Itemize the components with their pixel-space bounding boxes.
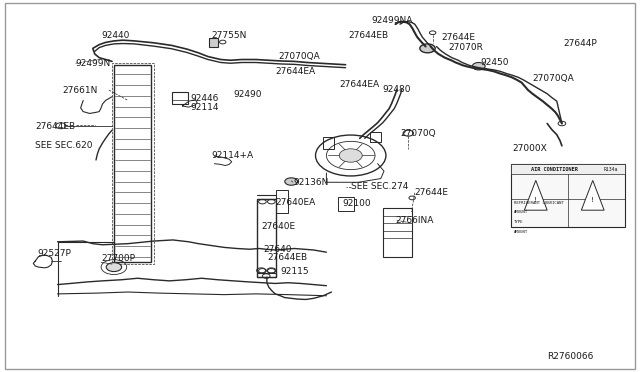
Text: REFRIGERANT LUBRICANT: REFRIGERANT LUBRICANT [514,201,564,205]
Text: AMOUNT: AMOUNT [514,210,528,214]
Polygon shape [524,180,547,210]
Text: 92450: 92450 [480,58,509,67]
Bar [114,65,151,262]
Text: 27644EB: 27644EB [35,122,76,131]
Bar [323,137,334,149]
Bar [511,164,625,227]
Text: R134a: R134a [604,167,618,172]
Circle shape [285,178,298,185]
Text: AIR CONDITIONER: AIR CONDITIONER [531,167,577,172]
Bar [209,38,218,46]
Text: 27644EA: 27644EA [275,67,316,76]
Text: 92490: 92490 [234,90,262,99]
Text: 27070QA: 27070QA [278,52,320,61]
Circle shape [420,44,435,53]
Text: 27644EA: 27644EA [339,80,380,89]
Text: 27644E: 27644E [415,188,449,197]
Text: 27661N: 27661N [63,86,98,94]
Text: !: ! [591,197,594,203]
Text: 92100: 92100 [342,199,371,208]
Text: 27070Q: 27070Q [400,129,436,138]
Text: 92440: 92440 [101,31,129,40]
Bar [383,208,412,257]
Bar [112,63,154,264]
Text: SEE SEC.274: SEE SEC.274 [351,182,408,191]
Bar [257,199,276,277]
Text: 92499NA: 92499NA [371,16,413,25]
Text: 27640E: 27640E [261,222,295,231]
Text: 27644EB: 27644EB [268,253,308,262]
Text: 92499N: 92499N [76,59,111,68]
Text: TYPE: TYPE [514,220,524,224]
Text: 27644P: 27644P [563,39,597,48]
Text: 2766lNA: 2766lNA [396,216,434,225]
Text: !: ! [534,197,537,203]
Text: 92115: 92115 [280,267,309,276]
Text: SEE SEC.620: SEE SEC.620 [35,141,93,150]
Text: R2760066: R2760066 [547,352,593,361]
Bar [370,132,381,142]
Text: 92480: 92480 [383,85,412,94]
Bar [172,92,188,104]
Text: 27755N: 27755N [211,31,246,40]
Text: 92527P: 92527P [37,249,71,258]
Circle shape [472,62,485,70]
Text: 27644E: 27644E [442,33,476,42]
Circle shape [106,263,122,272]
Text: 27700P: 27700P [101,254,135,263]
Text: 27640EA: 27640EA [275,198,316,207]
Text: AMOUNT: AMOUNT [514,230,528,234]
Text: 92114: 92114 [191,103,220,112]
Circle shape [339,149,362,162]
Text: 27070R: 27070R [448,43,483,52]
Bar [511,164,625,174]
Bar [276,190,288,213]
Polygon shape [581,180,604,210]
Text: 27070QA: 27070QA [532,74,574,83]
Text: 92114+A: 92114+A [211,151,253,160]
Bar [338,197,354,211]
Text: 27000X: 27000X [512,144,547,153]
Text: 27640: 27640 [264,245,292,254]
Text: 92446: 92446 [191,94,219,103]
Text: 92136N: 92136N [293,178,328,187]
Text: 27644EB: 27644EB [349,31,389,40]
